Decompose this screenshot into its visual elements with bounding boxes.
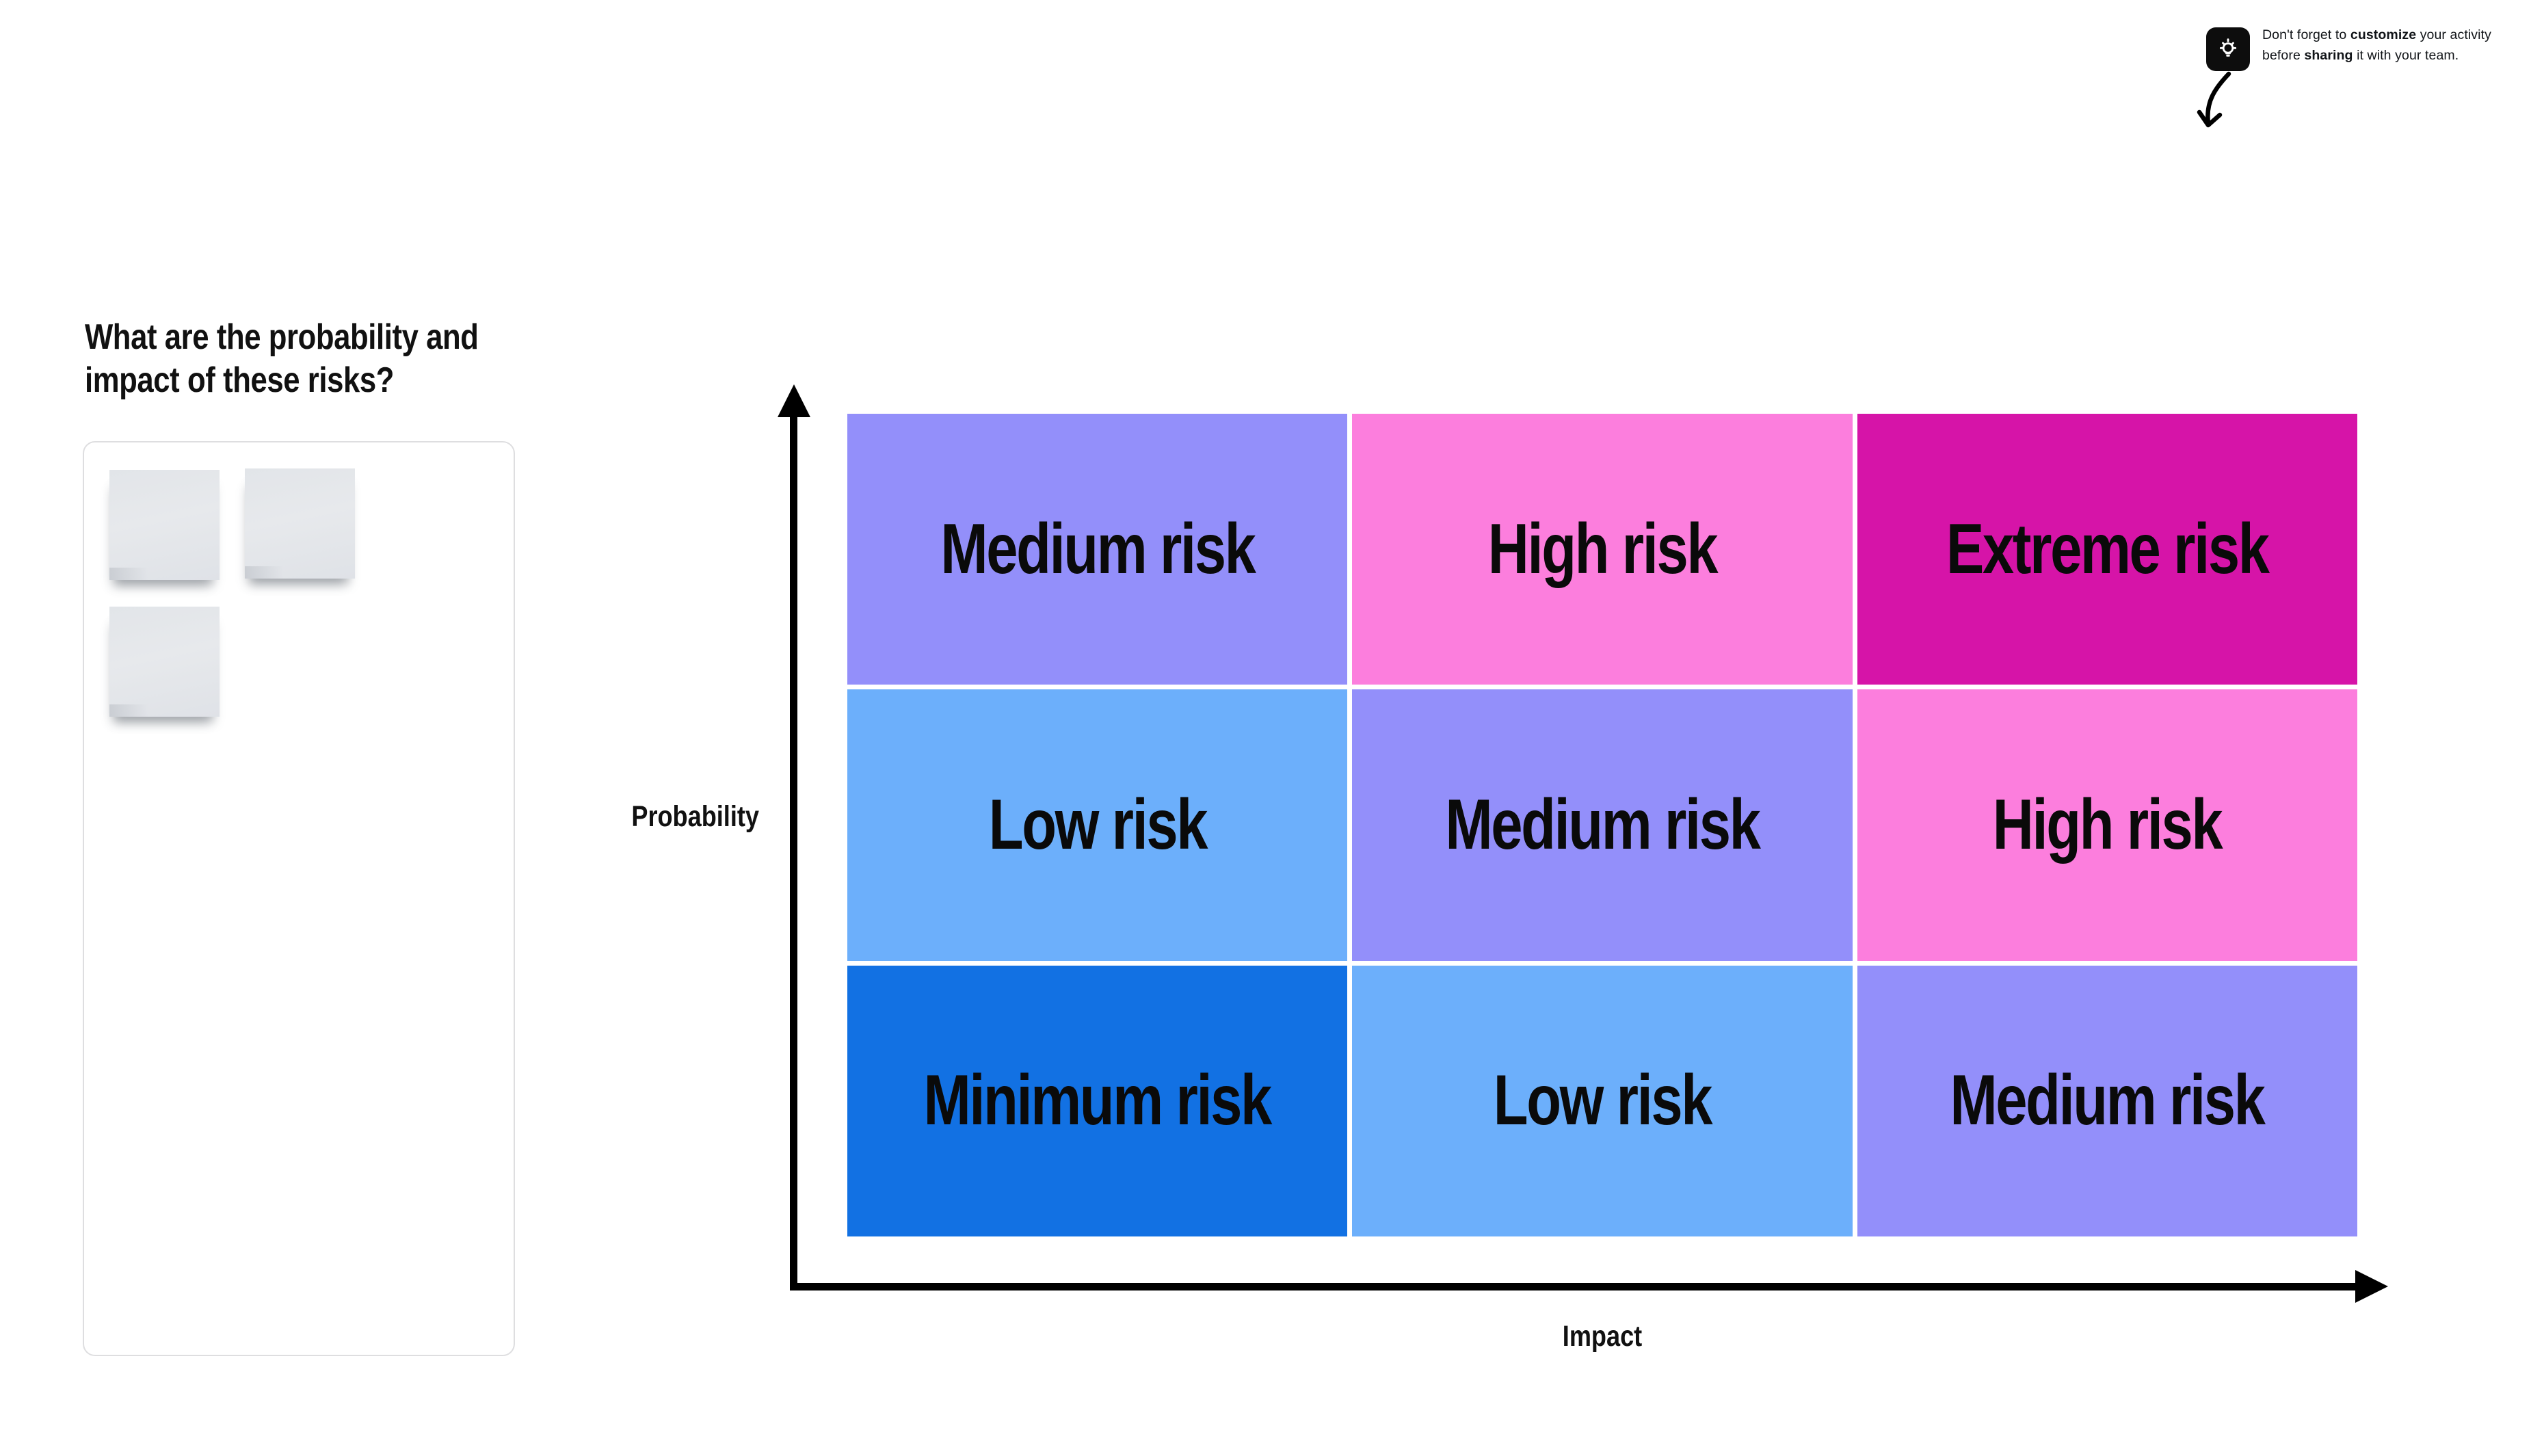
hint-line1: Don't forget to customize your activity: [2262, 27, 2491, 42]
sticky-note[interactable]: [109, 470, 220, 580]
matrix-cell-r1c0[interactable]: Low risk: [847, 689, 1348, 961]
question-line1: What are the probability and: [85, 317, 479, 357]
y-axis-label[interactable]: Probability: [631, 800, 759, 833]
matrix-cell-r0c2[interactable]: Extreme risk: [1857, 414, 2357, 685]
lightbulb-icon: [2219, 38, 2237, 57]
x-axis-label[interactable]: Impact: [1562, 1320, 1643, 1353]
matrix-cell-r2c1[interactable]: Low risk: [1352, 965, 1853, 1236]
matrix-cell-r0c1[interactable]: High risk: [1352, 414, 1853, 685]
y-axis-line: [790, 409, 797, 1290]
matrix-cell-label: Medium risk: [1950, 1061, 2266, 1141]
risk-matrix: Medium risk High risk Extreme risk Low r…: [847, 414, 2357, 1236]
matrix-cell-r0c0[interactable]: Medium risk: [847, 414, 1348, 685]
hint-line2: before sharing it with your team.: [2262, 48, 2459, 63]
matrix-cell-label: High risk: [1487, 509, 1719, 589]
matrix-cell-r2c2[interactable]: Medium risk: [1857, 965, 2357, 1236]
matrix-cell-label: Medium risk: [940, 509, 1256, 589]
matrix-cell-label: Low risk: [988, 784, 1208, 864]
matrix-cell-label: Low risk: [1493, 1061, 1713, 1141]
sticky-note[interactable]: [109, 607, 220, 717]
x-axis-line: [790, 1283, 2357, 1290]
matrix-cell-label: Medium risk: [1445, 784, 1760, 864]
hint-badge: [2206, 27, 2250, 71]
hint-text: Don't forget to customize your activity …: [2262, 25, 2536, 66]
curved-arrow-icon: [2197, 71, 2231, 128]
matrix-cell-label: High risk: [1993, 784, 2223, 864]
matrix-cell-r2c0[interactable]: Minimum risk: [847, 965, 1348, 1236]
question-text[interactable]: What are the probability and impact of t…: [85, 316, 479, 402]
matrix-cell-label: Minimum risk: [923, 1061, 1273, 1141]
question-line2: impact of these risks?: [85, 360, 394, 400]
sticky-note[interactable]: [245, 468, 355, 579]
notes-panel: [83, 441, 515, 1356]
matrix-cell-label: Extreme risk: [1946, 509, 2270, 589]
matrix-cell-r1c2[interactable]: High risk: [1857, 689, 2357, 961]
x-axis-arrow-icon: [2355, 1270, 2388, 1303]
matrix-cell-r1c1[interactable]: Medium risk: [1352, 689, 1853, 961]
y-axis-arrow-icon: [778, 384, 810, 417]
